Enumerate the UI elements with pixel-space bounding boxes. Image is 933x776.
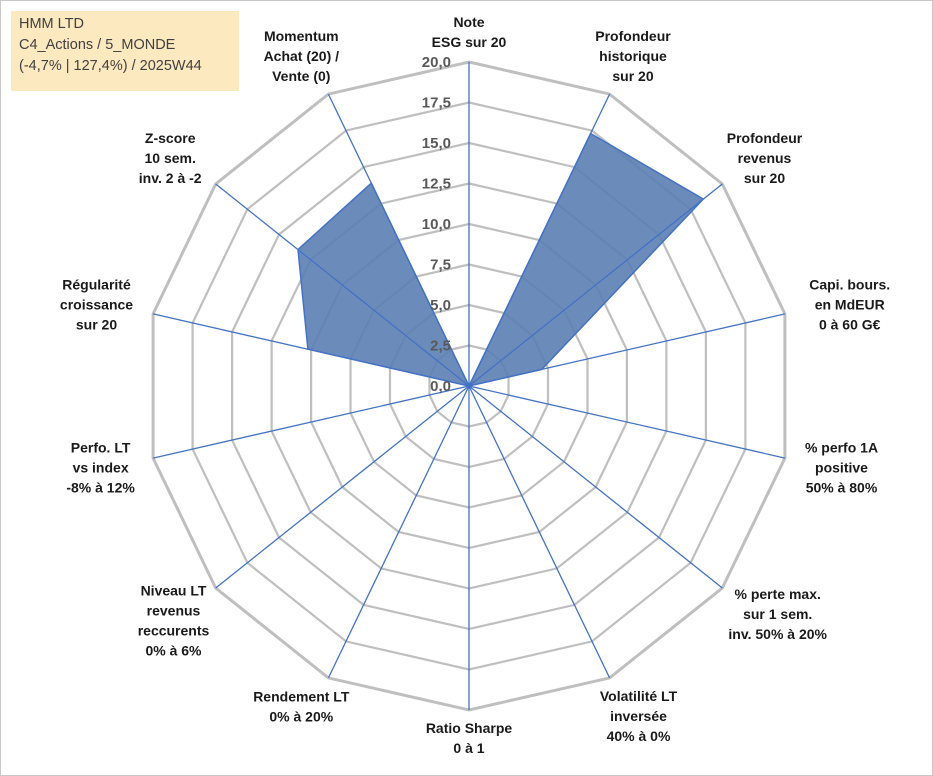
axis-label-line: 0 à 1 <box>453 740 484 756</box>
axis-label-line: ESG sur 20 <box>432 34 507 50</box>
axis-label-line: -8% à 12% <box>66 479 135 495</box>
axis-spoke <box>468 385 786 459</box>
tick-label: 7,5 <box>430 257 451 274</box>
axis-label: Profondeur historique sur 20 <box>595 28 671 84</box>
axis-label: % perfo 1A positive 50% à 80% <box>805 439 878 495</box>
axis-label: Volatilité LT inversée 40% à 0% <box>600 688 678 744</box>
info-box: HMM LTD C4_Actions / 5_MONDE (-4,7% | 12… <box>11 11 239 91</box>
axis-spoke <box>468 93 611 387</box>
axis-label: Rendement LT 0% à 20% <box>253 689 350 725</box>
axis-label-line: % perfo 1A <box>805 439 878 455</box>
data-point <box>297 248 299 250</box>
axis-label-line: 10 sem. <box>145 150 196 166</box>
axis-spoke <box>215 385 470 589</box>
axis-spoke <box>468 313 786 387</box>
axis-label-line: 0% à 20% <box>269 709 333 725</box>
tick-label: 15,0 <box>422 135 451 152</box>
axis-label: Z-score 10 sem. inv. 2 à -2 <box>139 130 202 186</box>
axis-label-line: Z-score <box>145 130 196 146</box>
axis-label-line: revenus <box>738 150 792 166</box>
axis-label-line: sur 20 <box>744 170 785 186</box>
data-point <box>589 132 591 134</box>
tick-label: 0,0 <box>430 378 451 395</box>
info-performance-week: (-4,7% | 127,4%) / 2025W44 <box>19 58 202 74</box>
tick-label: 20,0 <box>422 54 451 71</box>
axis-label-line: 50% à 80% <box>806 479 878 495</box>
axis-label-line: Vente (0) <box>272 68 330 84</box>
axis-label: Note ESG sur 20 <box>432 14 507 50</box>
axis-label-line: Profondeur <box>595 28 671 44</box>
axis-label-line: 0% à 6% <box>145 642 202 658</box>
axis-label: Capi. bours. en MdEUR 0 à 60 G€ <box>809 277 890 333</box>
tick-label: 12,5 <box>422 176 451 193</box>
axis-label-line: historique <box>599 48 667 64</box>
axis-label-line: % perte max. <box>735 586 821 602</box>
axis-label: Ratio Sharpe 0 à 1 <box>426 720 513 756</box>
data-point <box>370 182 372 184</box>
data-point <box>702 198 704 200</box>
axis-label-line: en MdEUR <box>815 297 885 313</box>
axis-label-line: 0 à 60 G€ <box>819 317 881 333</box>
axis-label-line: positive <box>815 459 868 475</box>
axis-label: Momentum Achat (20) / Vente (0) <box>264 28 340 84</box>
axis-label-line: 40% à 0% <box>607 728 671 744</box>
axis-spoke <box>152 313 470 387</box>
axis-label-line: croissance <box>60 297 133 313</box>
axis-label-line: Niveau LT <box>141 582 207 598</box>
tick-label: 17,5 <box>422 95 451 112</box>
info-company-name: HMM LTD <box>19 16 84 32</box>
axis-label-line: inv. 50% à 20% <box>728 626 827 642</box>
axis-label-line: vs index <box>73 459 129 475</box>
axis-label-line: reccurents <box>138 622 210 638</box>
tick-label: 5,0 <box>430 297 451 314</box>
axis-spoke <box>468 183 723 387</box>
axis-label-line: sur 1 sem. <box>743 606 812 622</box>
axis-spoke <box>468 385 611 679</box>
axis-spoke <box>327 93 470 387</box>
tick-label: 10,0 <box>422 216 451 233</box>
axis-label-line: sur 20 <box>612 68 653 84</box>
axis-label: Niveau LT revenus reccurents 0% à 6% <box>138 582 210 658</box>
axis-label-line: inversée <box>610 708 667 724</box>
axis-label: Régularité croissance sur 20 <box>60 277 133 333</box>
axis-label-line: Note <box>453 14 484 30</box>
axis-label-line: Profondeur <box>727 130 803 146</box>
axis-spoke <box>468 385 723 589</box>
data-point <box>468 385 470 387</box>
axis-label-line: Achat (20) / <box>264 48 340 64</box>
axis-label-line: inv. 2 à -2 <box>139 170 202 186</box>
data-point <box>307 348 309 350</box>
data-point <box>541 368 543 370</box>
axis-label-line: Capi. bours. <box>809 277 890 293</box>
axis-label-line: Rendement LT <box>253 689 350 705</box>
axis-label-line: sur 20 <box>76 317 117 333</box>
info-category: C4_Actions / 5_MONDE <box>19 37 176 53</box>
axis-label-line: Volatilité LT <box>600 688 678 704</box>
axis-spoke <box>327 385 470 679</box>
axis-label-line: Régularité <box>62 277 131 293</box>
tick-label: 2,5 <box>430 338 451 355</box>
axis-label: Profondeur revenus sur 20 <box>727 130 803 186</box>
axis-label: Perfo. LT vs index -8% à 12% <box>66 439 135 495</box>
axis-label-line: Ratio Sharpe <box>426 720 513 736</box>
axis-label: % perte max. sur 1 sem. inv. 50% à 20% <box>728 586 827 642</box>
axis-label-line: Momentum <box>264 28 339 44</box>
axis-label-line: revenus <box>147 602 201 618</box>
axis-spoke <box>152 385 470 459</box>
axis-spoke <box>215 183 470 387</box>
axis-label-line: Perfo. LT <box>71 439 131 455</box>
